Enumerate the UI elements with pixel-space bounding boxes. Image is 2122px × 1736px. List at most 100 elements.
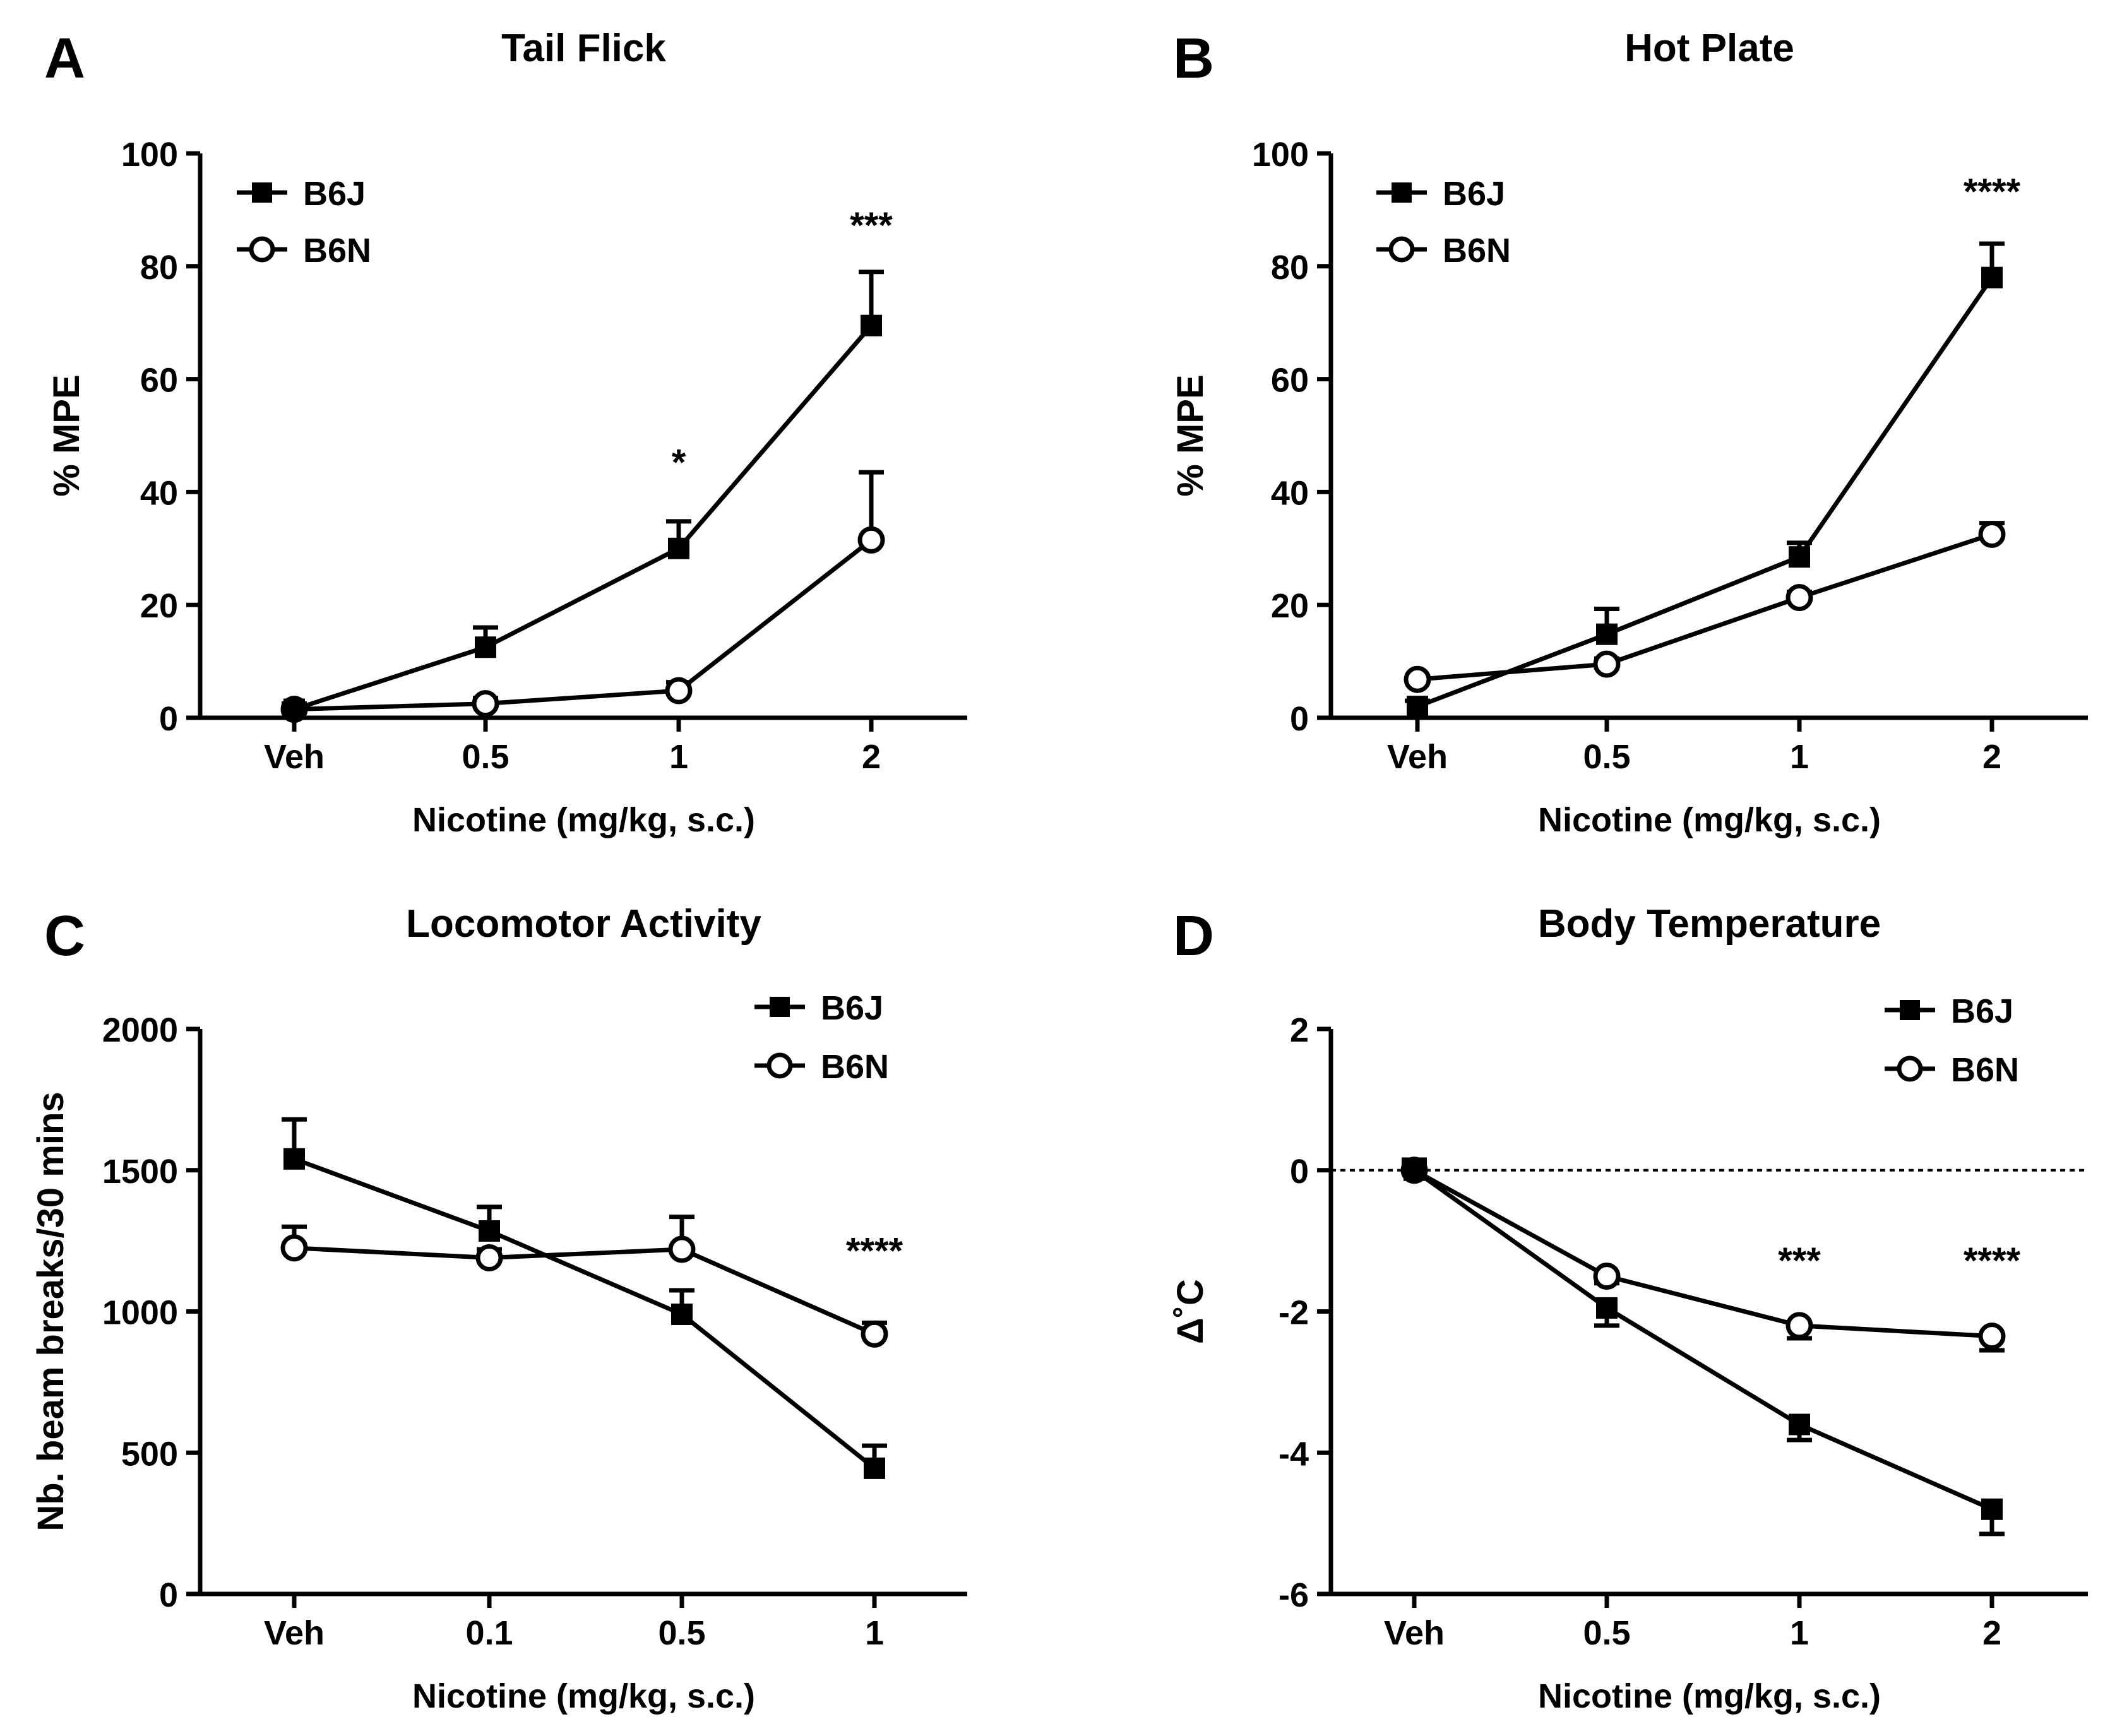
x-axis-label: Nicotine (mg/kg, s.c.) (1538, 1677, 1881, 1715)
data-point-circle (472, 690, 499, 718)
data-point-square (283, 698, 305, 720)
x-axis-label: Nicotine (mg/kg, s.c.) (412, 1677, 755, 1715)
panel-d: D Body Temperature -6 -4 -2 0 2 Veh 0.5 1 2 Nicotin… (1170, 902, 2088, 1715)
y-tick-label: 2 (1290, 1011, 1309, 1049)
panel-c: C Locomotor Activity 0 500 1000 1500 2000 Veh 0.… (30, 902, 967, 1715)
legend: B6J B6N (1885, 992, 2019, 1089)
x-tick-label: 0.5 (462, 738, 509, 776)
series-b6j (282, 1117, 887, 1479)
legend-marker-square (1392, 182, 1412, 203)
x-tick-label: 0.5 (1583, 1614, 1630, 1652)
data-point-circle (1978, 520, 2006, 548)
data-point-circle (1404, 665, 1431, 693)
significance-label: **** (1964, 172, 2021, 213)
legend-label: B6N (1443, 232, 1511, 270)
chart-title: Body Temperature (1538, 902, 1881, 946)
legend-marker-circle (1388, 236, 1415, 263)
series-line (1416, 276, 1994, 709)
data-point-circle (280, 1234, 308, 1262)
x-axis-label: Nicotine (mg/kg, s.c.) (412, 801, 755, 839)
legend: B6J B6N (237, 175, 371, 270)
chart-title: Locomotor Activity (406, 902, 761, 946)
data-point-circle (1978, 1323, 2006, 1350)
series-b6j (282, 270, 884, 720)
data-point-circle (1785, 584, 1813, 612)
y-tick-label: 0 (159, 1576, 178, 1614)
y-tick-label: 20 (140, 587, 178, 625)
y-tick-label: 60 (1271, 362, 1309, 400)
data-point-circle (861, 1320, 888, 1348)
data-point-square (283, 1148, 305, 1170)
y-axis-label: % MPE (1170, 374, 1211, 496)
x-tick-label: 0.5 (1583, 738, 1630, 776)
x-tick-label: Veh (264, 1614, 325, 1652)
x-tick-label: Veh (1387, 738, 1448, 776)
data-point-square (1596, 1297, 1618, 1319)
legend: B6J B6N (1376, 175, 1511, 270)
y-axis-label: Nb. beam breaks/30 mins (30, 1091, 71, 1531)
series-b6n (1400, 1156, 2006, 1353)
y-tick-label: -4 (1279, 1435, 1309, 1473)
x-tick-label: 1 (1790, 1614, 1809, 1652)
panel-letter: D (1173, 905, 1214, 968)
legend: B6J B6N (754, 989, 889, 1086)
data-point-square (668, 537, 689, 559)
legend-marker-square (252, 182, 272, 203)
significance-label: * (672, 443, 686, 484)
data-point-circle (665, 677, 693, 705)
data-point-square (1596, 623, 1618, 645)
data-point-square (1404, 1159, 1425, 1181)
panel-letter: C (44, 905, 85, 968)
data-point-square (861, 314, 882, 336)
x-tick-label: Veh (1384, 1614, 1445, 1652)
legend-marker-square (1900, 1000, 1920, 1020)
x-tick-label: 2 (1982, 738, 2001, 776)
data-point-circle (1593, 1263, 1621, 1290)
x-tick-label: 1 (1790, 738, 1809, 776)
chart-title: Hot Plate (1624, 27, 1794, 70)
y-tick-label: 500 (121, 1435, 178, 1473)
series-line (294, 538, 873, 712)
data-point-circle (668, 1235, 696, 1263)
legend-marker-circle (249, 236, 275, 263)
y-tick-label: 100 (1252, 136, 1309, 174)
series-line (293, 1156, 876, 1470)
data-point-square (1981, 1498, 2003, 1520)
data-point-square (671, 1303, 693, 1325)
y-tick-label: 60 (140, 362, 178, 400)
y-tick-label: 0 (1290, 1153, 1309, 1191)
x-tick-label: 1 (669, 738, 688, 776)
data-point-circle (857, 526, 885, 554)
series-line (293, 324, 873, 711)
series-b6n (280, 1215, 888, 1348)
panel-letter: B (1173, 27, 1214, 90)
data-point-square (1789, 1413, 1810, 1436)
series-b6n (1404, 520, 2006, 693)
significance-label: *** (1778, 1240, 1821, 1281)
y-tick-label: 40 (1271, 474, 1309, 512)
series-line (1412, 1168, 1993, 1511)
y-tick-label: 1500 (102, 1153, 178, 1191)
data-point-square (479, 1220, 500, 1242)
significance-label: *** (850, 205, 893, 246)
series-b6j (1405, 241, 2005, 718)
legend-marker-circle (766, 1052, 793, 1079)
legend-label: B6J (1443, 175, 1505, 213)
series-line (1417, 532, 1993, 682)
x-tick-label: Veh (264, 738, 325, 776)
x-tick-label: 0.5 (658, 1614, 705, 1652)
chart-title: Tail Flick (501, 27, 666, 70)
data-point-circle (1785, 1312, 1813, 1340)
legend-label: B6J (303, 175, 366, 213)
significance-label: **** (846, 1231, 903, 1272)
y-tick-label: -2 (1279, 1294, 1309, 1332)
panel-a: A Tail Flick 0 20 40 60 80 100 Veh 0.5 1 2 Nicotine … (44, 27, 967, 839)
y-tick-label: 80 (140, 249, 178, 287)
data-point-square (475, 636, 496, 658)
series-b6j (1402, 1157, 2005, 1537)
data-point-circle (475, 1244, 503, 1271)
series-line (1413, 1168, 1993, 1339)
x-tick-label: 2 (1982, 1614, 2001, 1652)
data-point-square (1789, 546, 1810, 568)
